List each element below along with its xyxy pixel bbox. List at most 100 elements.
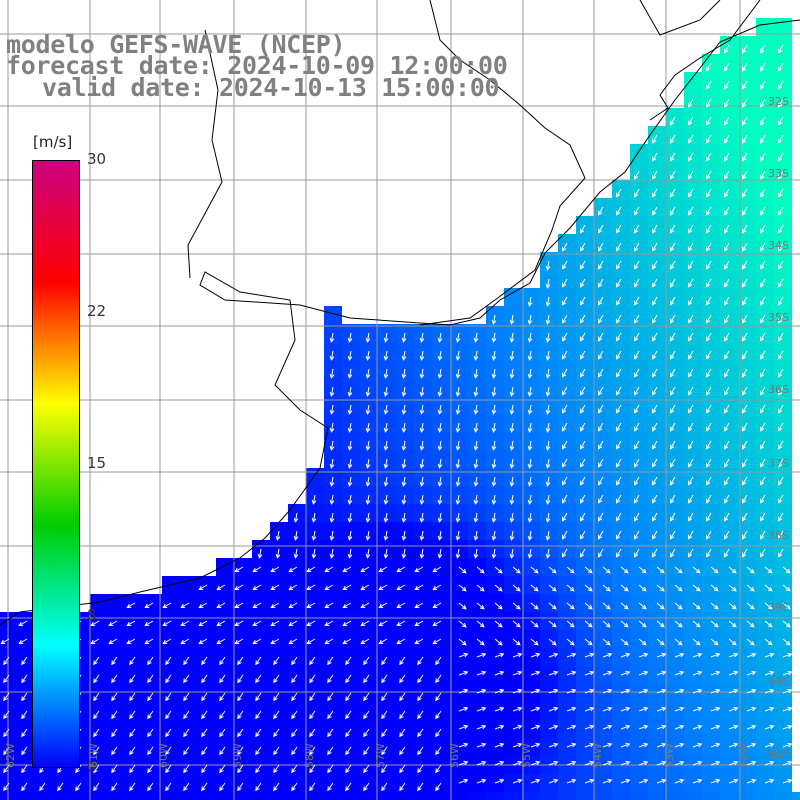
wind-arrow [620,620,629,628]
wind-arrow [584,566,593,574]
wind-cell [342,792,360,800]
wind-arrow [491,530,497,541]
wind-arrow [723,188,730,198]
wind-arrow [615,548,622,558]
wind-arrow [527,494,533,505]
wind-arrow [129,674,136,684]
wind-arrow [777,494,784,504]
wind-arrow [111,728,118,738]
wind-arrow [345,728,352,738]
wind-arrow [674,566,683,574]
wind-arrow [633,206,640,216]
wind-arrow [512,724,523,730]
wind-arrow [584,688,595,694]
wind-arrow [741,260,748,270]
lat-label: 32S [768,95,789,108]
wind-arrow [363,764,370,774]
wind-arrow [692,724,703,730]
wind-arrow [777,422,784,432]
wind-arrow [597,206,604,216]
wind-arrow [687,224,694,234]
wind-arrow [777,206,784,216]
wind-arrow [401,476,407,487]
wind-cell [702,792,720,800]
wind-arrow [329,512,335,523]
wind-arrow [777,512,784,522]
wind-arrow [741,152,748,162]
wind-arrow [455,404,461,415]
wind-arrow [291,710,298,720]
wind-cell [450,792,468,800]
wind-arrow [692,742,703,748]
wind-arrow [365,548,371,559]
wind-arrow [494,778,505,784]
wind-arrow [615,350,622,360]
wind-arrow [198,638,208,645]
wind-arrow [764,602,773,610]
wind-arrow [620,742,631,748]
wind-arrow [579,332,586,342]
wind-arrow [764,566,773,574]
wind-arrow [723,116,730,126]
wind-arrow [566,584,575,592]
wind-arrow [566,778,577,784]
wind-arrow [746,706,757,712]
wind-arrow [491,512,497,523]
wind-arrow [723,278,730,288]
wind-arrow [455,350,461,361]
wind-arrow [327,674,334,684]
wind-arrow [342,602,352,609]
wind-arrow [651,458,658,468]
coastline [0,19,800,626]
wind-arrow [615,206,622,216]
wind-arrow [741,98,748,108]
wind-arrow [527,404,533,415]
title-forecast-date: forecast date: 2024-10-09 12:00:00 [6,51,508,80]
wind-arrow [759,80,766,90]
wind-arrow [759,548,766,558]
wind-cell [648,792,666,800]
wind-arrow [597,530,604,540]
wind-arrow [710,724,721,730]
wind-arrow [602,742,613,748]
wind-arrow [144,602,154,609]
wind-arrow [597,404,604,414]
wind-arrow [705,530,712,540]
wind-arrow [545,368,551,379]
colorbar-tick-22: 22 [87,302,107,320]
wind-arrow [566,652,577,658]
wind-arrow [638,566,647,574]
wind-arrow [270,584,280,591]
wind-arrow [437,512,443,523]
wind-arrow [746,742,757,748]
wind-arrow [165,728,172,738]
wind-arrow [741,188,748,198]
wind-arrow [252,602,262,609]
wind-arrow [234,620,244,627]
wind-arrow [347,548,353,559]
wind-arrow [597,386,604,396]
wind-arrow [764,638,773,646]
wind-arrow [476,724,487,730]
wind-arrow [476,584,485,592]
wind-arrow [548,620,557,628]
wind-arrow [476,688,487,694]
wind-arrow [201,692,208,702]
wind-arrow [512,620,521,628]
wind-arrow [764,688,775,694]
wind-arrow [360,566,370,573]
wind-cell [756,18,774,36]
wind-arrow [759,368,766,378]
colorbar [32,160,80,768]
wind-arrow [270,638,280,645]
wind-arrow [476,620,485,628]
wind-arrow [723,80,730,90]
wind-arrow [759,170,766,180]
wind-cell [54,792,72,800]
wind-arrow [669,530,676,540]
wind-arrow [692,584,701,592]
wind-arrow [602,638,611,646]
wind-arrow [548,724,559,730]
wind-arrow [705,458,712,468]
wind-arrow [198,620,208,627]
